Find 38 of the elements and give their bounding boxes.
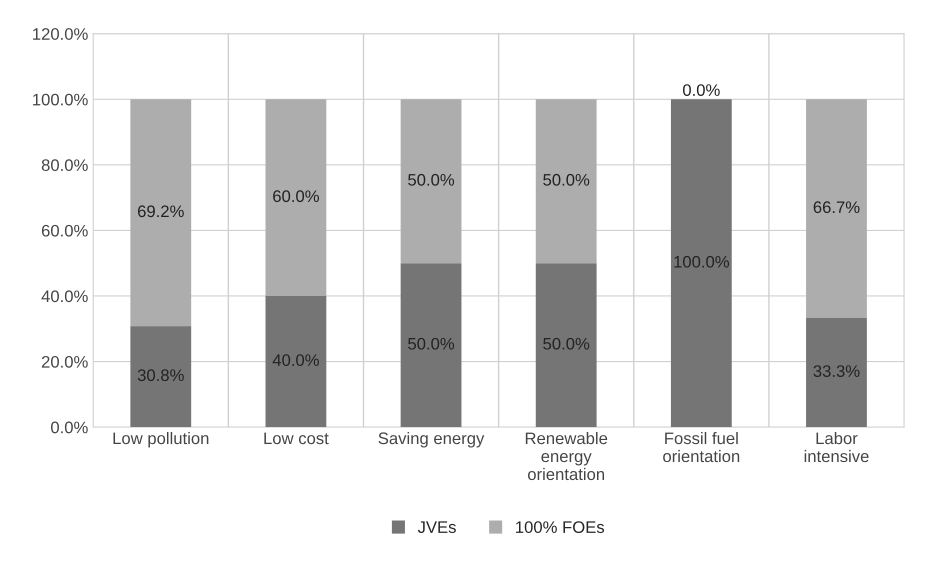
y-tick-label: 120.0% xyxy=(33,28,88,40)
x-tick-label: Low pollution xyxy=(113,432,208,448)
y-tick-label: 40.0% xyxy=(41,290,88,302)
data-label: 69.2% xyxy=(138,205,184,218)
bar xyxy=(806,318,867,428)
y-tick-label: 0.0% xyxy=(51,422,88,434)
data-label: 100.0% xyxy=(674,256,729,268)
y-tick-label: 100.0% xyxy=(33,94,88,106)
x-tick-label: Labor intensive xyxy=(804,432,869,462)
data-label: 0.0% xyxy=(682,84,720,96)
y-tick-label: 20.0% xyxy=(42,356,88,368)
data-label: 33.3% xyxy=(813,365,860,378)
data-label: 50.0% xyxy=(408,174,454,186)
data-label: 60.0% xyxy=(273,190,319,202)
data-label: 66.7% xyxy=(814,201,860,214)
bar xyxy=(266,99,326,296)
x-tick-label: Low cost xyxy=(264,432,329,444)
bar xyxy=(130,99,192,326)
bar xyxy=(400,99,462,264)
legend-label: 100% FOEs xyxy=(516,521,604,534)
data-label: 40.0% xyxy=(272,354,319,366)
data-label: 30.8% xyxy=(138,369,184,382)
bar xyxy=(536,99,597,264)
data-label: 50.0% xyxy=(543,174,590,186)
bar xyxy=(400,263,462,428)
y-tick-label: 60.0% xyxy=(42,224,88,237)
legend-label: JVEs xyxy=(418,521,456,534)
bar xyxy=(536,263,597,428)
data-label: 50.0% xyxy=(543,338,590,350)
x-tick-label: Saving energy xyxy=(378,432,484,448)
data-label: 50.0% xyxy=(408,338,454,350)
bar xyxy=(266,296,326,428)
bar xyxy=(130,326,192,428)
x-tick-label: Fossil fuel orientation xyxy=(663,432,740,462)
bar xyxy=(806,99,867,318)
bar xyxy=(670,99,732,428)
x-tick-label: Renewable energy orientation xyxy=(526,432,608,480)
y-tick-label: 80.0% xyxy=(42,159,88,172)
